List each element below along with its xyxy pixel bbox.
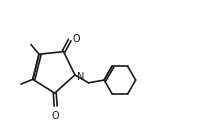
Text: O: O [72,34,80,44]
Text: O: O [51,111,59,121]
Text: N: N [77,72,84,82]
